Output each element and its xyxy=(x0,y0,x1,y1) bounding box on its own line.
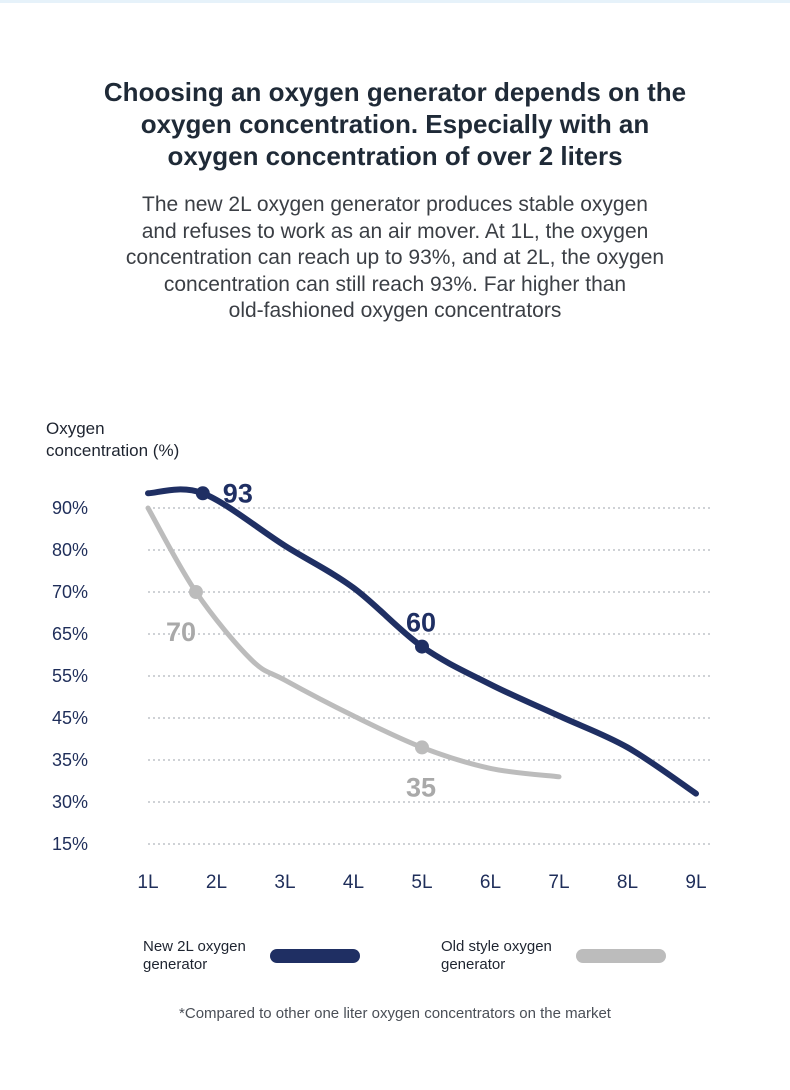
x-tick-label: 6L xyxy=(480,872,501,893)
y-tick-label: 55% xyxy=(52,666,88,686)
y-tick-label: 80% xyxy=(52,540,88,560)
x-tick-label: 4L xyxy=(343,872,364,893)
y-tick-label: 45% xyxy=(52,708,88,728)
y-tick-label: 35% xyxy=(52,750,88,770)
data-point-old xyxy=(188,585,203,599)
series-line-old xyxy=(145,505,562,780)
page-title: Choosing an oxygen generator depends on … xyxy=(103,77,687,171)
oxygen-concentration-chart: Oxygen concentration (%) 90% 80% 70% 65% 55% 45… xyxy=(46,419,712,893)
legend-swatch-new xyxy=(269,949,360,963)
footnote: *Compared to other one liter oxygen conc… xyxy=(179,1005,611,1022)
page-subtitle: The new 2L oxygen generator produces sta… xyxy=(125,193,665,322)
x-tick-label: 5L xyxy=(411,872,432,893)
x-tick-label: 7L xyxy=(548,872,569,893)
x-tick-label: 2L xyxy=(206,872,227,893)
x-tick-label: 3L xyxy=(274,872,295,893)
x-tick-label: 1L xyxy=(137,872,158,893)
data-point-new xyxy=(195,486,210,501)
y-tick-label: 30% xyxy=(52,792,88,812)
data-label-new: 93 xyxy=(223,478,253,508)
legend-item-new: New 2L oxygen generator xyxy=(143,938,360,974)
y-tick-label: 90% xyxy=(52,498,88,518)
y-axis-title-line: Oxygen xyxy=(46,419,105,438)
data-point-old xyxy=(415,740,429,755)
top-border xyxy=(0,0,790,3)
y-axis-title-line: concentration (%) xyxy=(46,441,179,460)
legend-item-old: Old style oxygen generator xyxy=(441,938,666,974)
y-tick-label: 15% xyxy=(52,834,88,854)
y-tick-label: 70% xyxy=(52,582,88,602)
data-label-old: 70 xyxy=(166,617,196,647)
x-tick-label: 9L xyxy=(685,872,706,893)
legend-label-old: Old style oxygen generator xyxy=(441,938,552,973)
data-label-new: 60 xyxy=(406,608,436,638)
data-label-old: 35 xyxy=(406,772,436,802)
y-tick-label: 65% xyxy=(52,624,88,644)
data-point-new xyxy=(415,639,429,654)
x-tick-label: 8L xyxy=(617,872,638,893)
legend-label-new: New 2L oxygen generator xyxy=(143,938,246,973)
legend-swatch-old xyxy=(575,949,666,963)
